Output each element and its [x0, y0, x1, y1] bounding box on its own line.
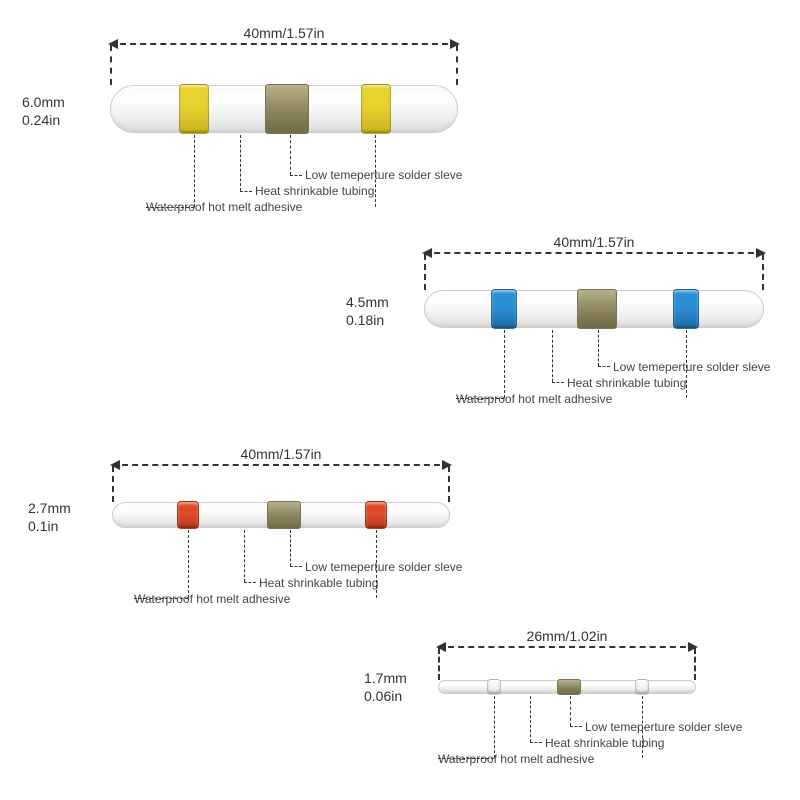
callout-line — [530, 696, 531, 742]
callout-adhesive: Waterproof hot melt adhesive — [134, 592, 290, 606]
dim-extension — [762, 254, 764, 290]
diameter-label: 4.5mm0.18in — [346, 294, 389, 329]
callout-adhesive: Waterproof hot melt adhesive — [438, 752, 594, 766]
connector-white: 26mm/1.02in1.7mm0.06inLow temeperture so… — [0, 0, 258, 14]
callout-line — [188, 530, 189, 598]
callout-solder: Low temeperture solder sleve — [305, 168, 462, 182]
dim-extension — [456, 45, 458, 85]
callout-line — [570, 696, 571, 726]
dim-extension — [438, 648, 440, 680]
adhesive-band — [179, 84, 209, 134]
callout-line — [290, 530, 291, 566]
adhesive-band — [635, 679, 649, 695]
callout-line — [642, 696, 643, 758]
length-dimension: 40mm/1.57in — [424, 252, 764, 254]
callout-elbow — [530, 742, 542, 743]
dim-extension — [694, 648, 696, 680]
diameter-label: 6.0mm0.24in — [22, 94, 65, 129]
callout-tubing: Heat shrinkable tubing — [255, 184, 374, 198]
solder-sleeve — [577, 289, 617, 329]
length-dimension: 40mm/1.57in — [112, 464, 450, 466]
adhesive-band — [673, 289, 699, 329]
callout-line — [552, 330, 553, 382]
callout-solder: Low temeperture solder sleve — [305, 560, 462, 574]
callout-elbow — [290, 175, 302, 176]
callout-elbow — [240, 191, 252, 192]
callout-elbow — [290, 566, 302, 567]
adhesive-band — [365, 501, 387, 529]
callout-elbow — [570, 726, 582, 727]
dim-extension — [110, 45, 112, 85]
diameter-label: 1.7mm0.06in — [364, 670, 407, 705]
adhesive-band — [177, 501, 199, 529]
dim-extension — [112, 466, 114, 502]
dim-extension — [448, 466, 450, 502]
callout-line — [194, 135, 195, 207]
length-label: 40mm/1.57in — [554, 234, 635, 250]
solder-sleeve — [267, 501, 301, 529]
callout-solder: Low temeperture solder sleve — [585, 720, 742, 734]
solder-sleeve — [557, 679, 581, 695]
callout-line — [244, 530, 245, 582]
callout-solder: Low temeperture solder sleve — [613, 360, 770, 374]
callout-line — [686, 330, 687, 398]
length-dimension: 26mm/1.02in — [438, 646, 696, 648]
callout-adhesive: Waterproof hot melt adhesive — [456, 392, 612, 406]
callout-line — [376, 530, 377, 598]
callout-tubing: Heat shrinkable tubing — [545, 736, 664, 750]
callout-tubing: Heat shrinkable tubing — [567, 376, 686, 390]
callout-elbow — [598, 366, 610, 367]
tube — [110, 85, 458, 133]
callout-line — [494, 696, 495, 758]
length-dimension: 40mm/1.57in — [110, 43, 458, 45]
tube — [438, 680, 696, 694]
adhesive-band — [491, 289, 517, 329]
length-label: 26mm/1.02in — [527, 628, 608, 644]
callout-elbow — [552, 382, 564, 383]
length-label: 40mm/1.57in — [241, 446, 322, 462]
adhesive-band — [361, 84, 391, 134]
callout-adhesive: Waterproof hot melt adhesive — [146, 200, 302, 214]
tube — [112, 502, 450, 528]
callout-elbow — [244, 582, 256, 583]
callout-tubing: Heat shrinkable tubing — [259, 576, 378, 590]
adhesive-band — [487, 679, 501, 695]
diameter-label: 2.7mm0.1in — [28, 500, 71, 535]
dim-extension — [424, 254, 426, 290]
callout-line — [375, 135, 376, 207]
tube — [424, 290, 764, 328]
callout-line — [290, 135, 291, 175]
callout-line — [504, 330, 505, 398]
callout-line — [598, 330, 599, 366]
callout-line — [240, 135, 241, 191]
solder-sleeve — [265, 84, 309, 134]
